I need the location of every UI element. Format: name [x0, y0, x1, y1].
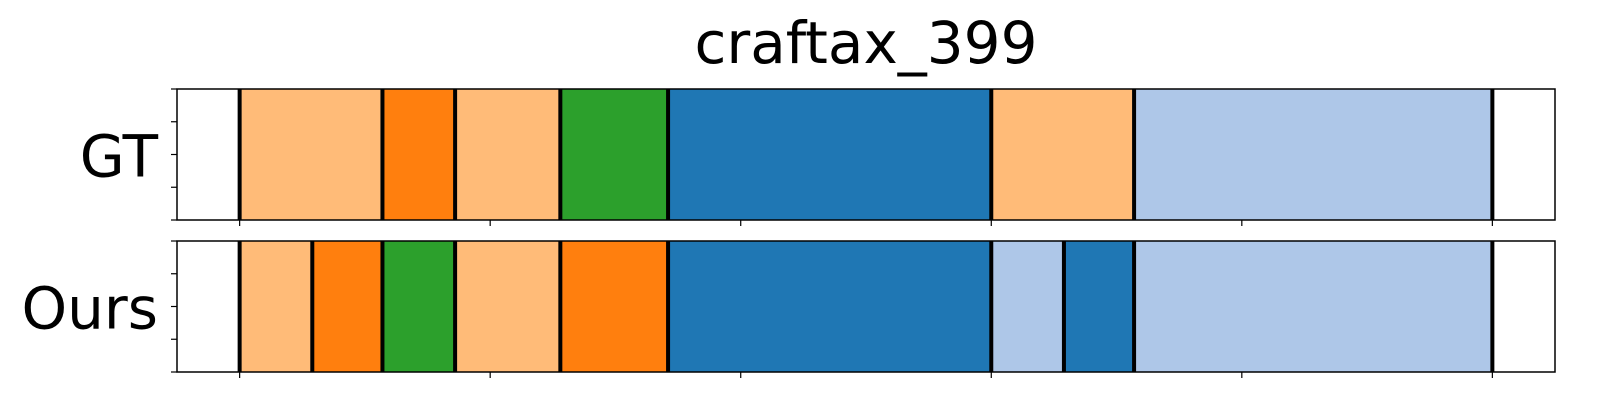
- row-0: GT: [80, 88, 1556, 226]
- axes-frame: [176, 88, 1556, 221]
- segment-bar: [668, 241, 992, 372]
- segment-bar: [382, 89, 456, 220]
- rows-layer: GT Ours: [22, 88, 1556, 378]
- row-label: GT: [80, 123, 159, 191]
- row-1: Ours: [22, 240, 1556, 378]
- chart-title: craftax_399: [695, 9, 1038, 77]
- segment-bar: [560, 89, 669, 220]
- segment-bar: [382, 241, 456, 372]
- axes-frame: [176, 240, 1556, 373]
- segment-bar: [312, 241, 383, 372]
- segment-bar: [239, 241, 313, 372]
- segment-bar: [668, 89, 992, 220]
- segment-bar: [455, 241, 561, 372]
- segment-bar: [455, 89, 561, 220]
- segment-bar: [1134, 89, 1493, 220]
- segment-bar: [1134, 241, 1493, 372]
- row-label: Ours: [22, 275, 158, 343]
- segment-bar: [560, 241, 669, 372]
- segment-bar: [1063, 241, 1135, 372]
- segment-bar: [239, 89, 383, 220]
- segment-bar: [991, 89, 1135, 220]
- segment-bar: [991, 241, 1064, 372]
